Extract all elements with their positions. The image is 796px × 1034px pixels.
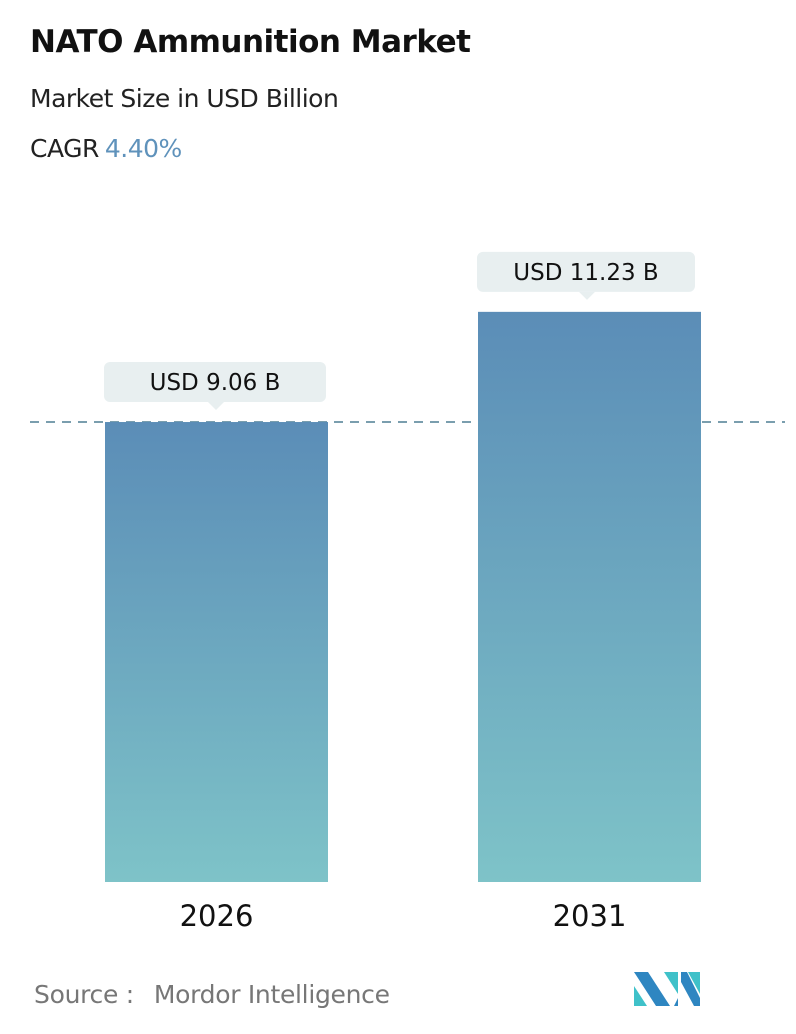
cagr-label: CAGR [30, 134, 99, 163]
chart-title: NATO Ammunition Market [30, 24, 471, 60]
data-label: USD 11.23 B [513, 260, 658, 286]
data-label-pointer [208, 402, 224, 411]
x-tick-label: 2031 [553, 899, 627, 933]
bar-2026 [105, 422, 328, 882]
source-name: Mordor Intelligence [153, 980, 390, 1009]
source-label: Source : [34, 980, 134, 1009]
bar-2031 [478, 311, 701, 882]
data-label-pointer [579, 291, 595, 300]
source: Source : Mordor Intelligence [34, 980, 390, 1009]
data-label: USD 9.06 B [150, 370, 281, 396]
cagr: CAGR 4.40% [30, 134, 182, 163]
data-label-box [104, 362, 326, 403]
data-label-box [477, 251, 695, 292]
cagr-value: 4.40% [104, 134, 182, 163]
chart-subtitle: Market Size in USD Billion [30, 84, 339, 113]
x-tick-label: 2026 [180, 899, 254, 933]
mordor-logo [634, 972, 700, 1006]
